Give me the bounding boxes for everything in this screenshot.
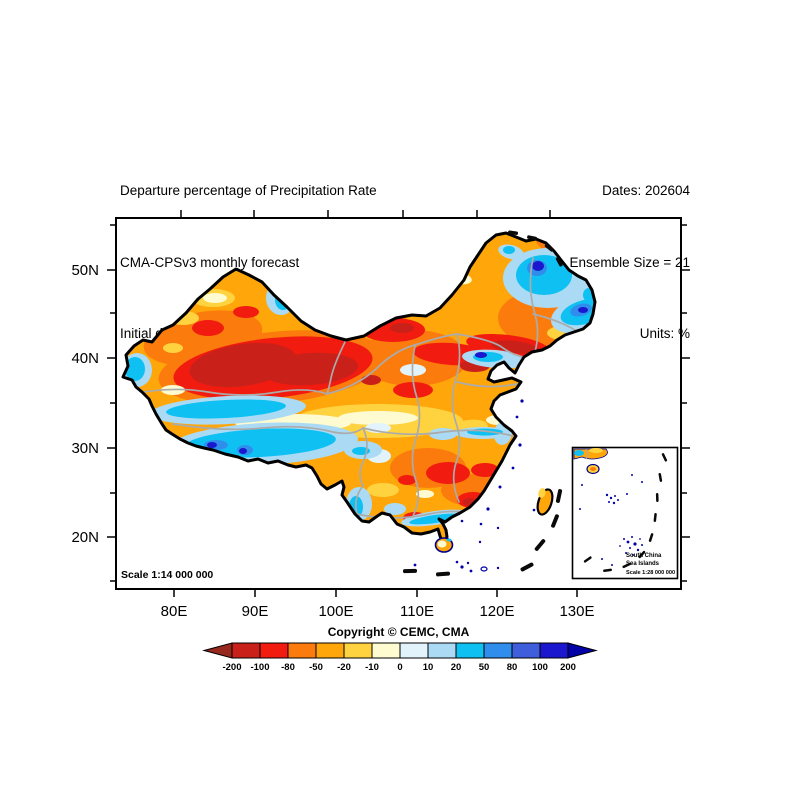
colorbar-left-arrow (202, 642, 233, 659)
plot-title: Departure percentage of Precipitation Ra… (120, 183, 377, 199)
colorbar-tick-label: 0 (397, 662, 402, 673)
colorbar-tick-label: -20 (337, 662, 351, 673)
colorbar-tick-label: 20 (451, 662, 462, 673)
colorbar-segments (231, 642, 569, 659)
meta-block: Dates: 202604 Ensemble Size = 21 Units: … (570, 132, 690, 393)
hainan-island (434, 537, 454, 553)
x-tick-label: 130E (559, 603, 594, 620)
y-axis-labels: 50N 40N 30N 20N (71, 262, 99, 546)
y-tick-label: 40N (71, 350, 99, 367)
inset-scale-label: Scale 1:28 000 000 (626, 570, 675, 576)
x-tick-label: 80E (161, 603, 188, 620)
y-tick-label: 50N (71, 262, 99, 279)
south-china-sea-inset: South China Sea Islands Scale 1:28 000 0… (571, 446, 679, 580)
inset-island-dots (579, 474, 645, 566)
precip-anomaly-field (123, 233, 595, 527)
x-tick-label: 110E (400, 603, 434, 620)
y-tick-label: 30N (71, 440, 99, 457)
colorbar-tick-label: -50 (309, 662, 323, 673)
colorbar-tick-label: 10 (423, 662, 434, 673)
ne-dashed-border (508, 230, 563, 267)
x-tick-label: 100E (318, 603, 353, 620)
colorbar-tick-labels: -200 -100 -80 -50 -20 -10 0 10 20 50 80 … (222, 662, 575, 673)
taiwan-island (536, 488, 554, 516)
inset-title-line1: South China (626, 553, 662, 559)
colorbar-tick-label: -10 (365, 662, 379, 673)
x-tick-label: 120E (479, 603, 514, 620)
axis-ticks (107, 210, 690, 597)
province-borders (130, 257, 576, 519)
inset-title-line2: Sea Islands (626, 561, 660, 567)
map-scale-label: Scale 1:14 000 000 (121, 569, 213, 581)
colorbar-tick-label: 200 (560, 662, 576, 673)
nine-dash-line (402, 489, 563, 577)
coastal-islands (413, 399, 536, 573)
model-name: CMA-CPSv3 monthly forecast (120, 254, 300, 270)
x-axis-labels: 80E 90E 100E 110E 120E 130E (161, 603, 595, 620)
copyright-label: Copyright © CEMC, CMA (327, 625, 470, 639)
ensemble-size: Ensemble Size = 21 (569, 254, 690, 270)
colorbar-right-arrow (567, 642, 598, 659)
inset-dash-line (583, 453, 668, 573)
x-tick-label: 90E (242, 603, 269, 620)
inset-coastline (573, 448, 608, 475)
forecast-dates: Dates: 202604 (602, 183, 690, 199)
colorbar-tick-label: -200 (222, 662, 241, 673)
colorbar-tick-label: -100 (250, 662, 269, 673)
china-region: Scale 1:14 000 000 (121, 230, 597, 581)
colorbar-tick-label: -80 (281, 662, 295, 673)
colorbar-tick-label: 100 (532, 662, 548, 673)
colorbar-tick-label: 80 (507, 662, 518, 673)
colorbar: -200 -100 -80 -50 -20 -10 0 10 20 50 80 … (202, 642, 598, 673)
colorbar-tick-label: 50 (479, 662, 490, 673)
y-tick-label: 20N (71, 529, 99, 546)
national-border (121, 231, 597, 546)
